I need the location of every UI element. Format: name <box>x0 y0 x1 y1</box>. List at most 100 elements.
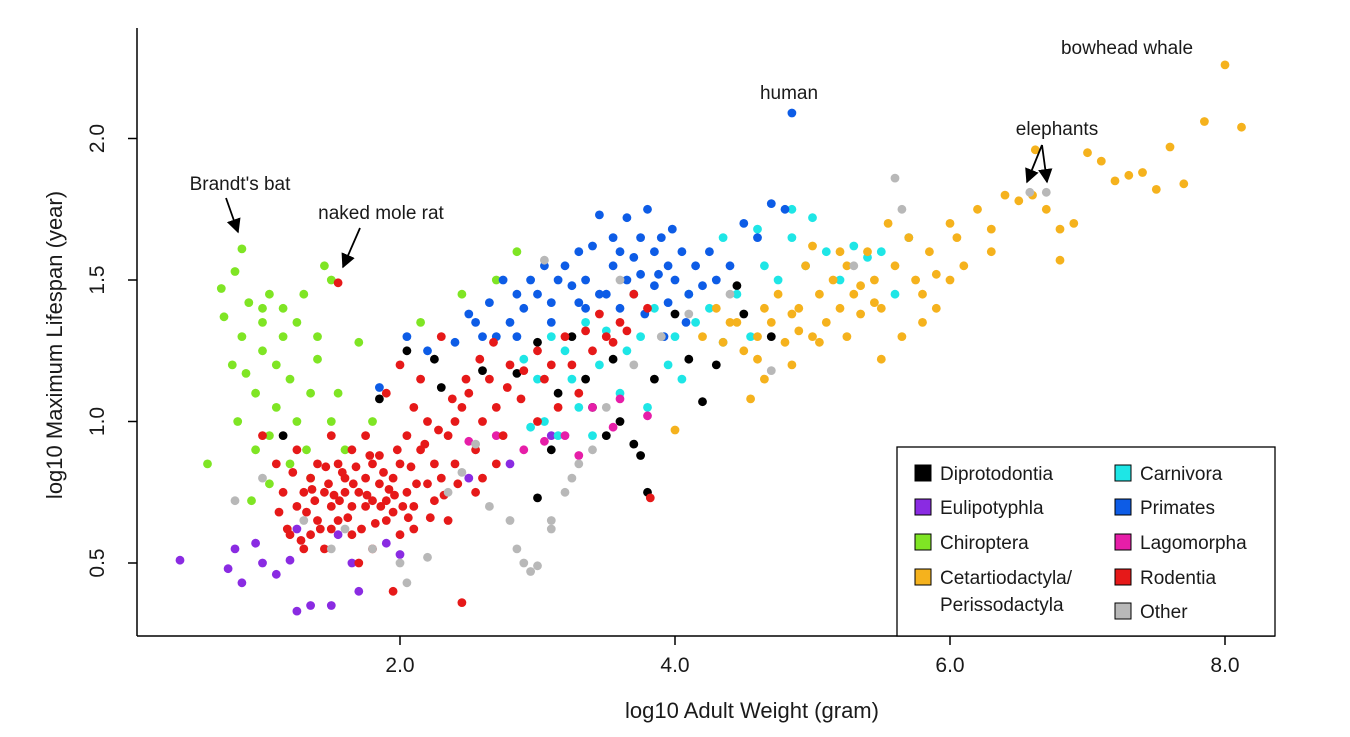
data-point-series-6 <box>326 431 336 440</box>
data-point-series-3 <box>732 289 742 299</box>
data-point-series-8 <box>457 468 467 477</box>
data-point-series-2 <box>302 445 311 455</box>
data-point-series-7 <box>1110 176 1120 186</box>
data-point-series-7 <box>904 233 914 243</box>
data-point-series-7 <box>1200 117 1209 126</box>
data-point-series-4 <box>402 332 412 341</box>
data-point-series-7 <box>870 275 879 285</box>
data-point-series-7 <box>1030 145 1040 155</box>
data-point-series-6 <box>395 459 405 469</box>
data-point-series-2 <box>333 388 343 398</box>
data-point-series-6 <box>306 530 315 540</box>
data-point-series-6 <box>292 445 302 455</box>
data-point-series-2 <box>416 318 425 327</box>
data-point-series-4 <box>595 289 604 299</box>
data-point-series-6 <box>553 403 563 412</box>
data-point-series-0 <box>629 439 639 449</box>
data-point-series-4 <box>787 108 797 118</box>
legend-swatch <box>1114 498 1132 516</box>
data-point-series-6 <box>392 445 402 455</box>
data-point-series-1 <box>292 606 302 616</box>
data-point-series-2 <box>278 332 288 341</box>
data-point-series-7 <box>856 309 865 319</box>
data-point-series-4 <box>663 261 673 271</box>
data-point-series-7 <box>698 332 707 341</box>
data-point-series-7 <box>753 354 762 364</box>
data-point-series-7 <box>835 303 845 313</box>
data-point-series-6 <box>450 417 460 426</box>
data-point-series-6 <box>447 394 457 404</box>
data-point-series-0 <box>375 394 384 404</box>
data-point-series-6 <box>464 388 474 398</box>
data-point-series-6 <box>443 516 453 525</box>
data-point-series-4 <box>581 303 590 313</box>
data-point-series-6 <box>343 513 353 523</box>
data-point-series-6 <box>299 544 309 554</box>
data-point-series-2 <box>457 289 467 299</box>
data-point-series-5 <box>519 445 529 455</box>
data-point-series-7 <box>918 318 927 327</box>
legend-swatch <box>1114 533 1132 551</box>
data-point-series-3 <box>753 224 762 234</box>
data-point-series-7 <box>863 247 872 257</box>
data-point-series-8 <box>684 309 694 319</box>
data-point-series-6 <box>478 417 487 426</box>
annotation-label: bowhead whale <box>1061 38 1193 59</box>
data-point-series-7 <box>828 275 838 285</box>
data-point-series-8 <box>560 487 570 497</box>
data-point-series-8 <box>540 255 549 265</box>
data-point-series-4 <box>588 241 597 251</box>
data-point-series-6 <box>278 487 288 497</box>
data-point-series-4 <box>526 275 535 285</box>
data-point-series-6 <box>398 502 408 511</box>
data-point-series-6 <box>430 459 439 469</box>
data-point-series-3 <box>705 303 714 313</box>
data-point-series-7 <box>883 219 893 228</box>
data-point-series-7 <box>1083 148 1092 158</box>
data-point-series-6 <box>375 451 384 460</box>
data-point-series-0 <box>615 417 625 426</box>
data-point-series-3 <box>643 403 652 412</box>
data-point-series-4 <box>567 281 577 291</box>
data-point-series-2 <box>299 289 309 299</box>
data-point-series-7 <box>1000 190 1010 200</box>
data-point-series-7 <box>808 332 817 341</box>
data-point-series-5 <box>588 403 597 412</box>
data-point-series-4 <box>629 253 639 262</box>
data-point-series-6 <box>485 374 494 384</box>
data-point-series-6 <box>402 431 412 440</box>
data-point-series-6 <box>361 473 370 483</box>
data-point-series-6 <box>420 439 430 449</box>
data-point-series-4 <box>512 289 522 299</box>
data-point-series-6 <box>375 479 384 489</box>
data-point-series-4 <box>375 383 384 392</box>
x-tick-label: 2.0 <box>385 654 414 677</box>
data-point-series-6 <box>574 388 584 398</box>
data-point-series-6 <box>567 360 577 370</box>
data-point-series-8 <box>1041 187 1051 197</box>
data-point-series-6 <box>299 487 309 497</box>
data-point-series-6 <box>274 507 284 517</box>
data-point-series-1 <box>347 558 357 568</box>
data-point-series-3 <box>553 431 563 440</box>
data-point-series-6 <box>313 516 322 525</box>
data-point-series-6 <box>340 487 350 497</box>
data-point-series-6 <box>450 459 460 469</box>
data-point-series-3 <box>849 241 859 251</box>
legend-label: Cetartiodactyla/Perissodactyla <box>940 568 1073 616</box>
data-point-series-0 <box>766 332 776 341</box>
data-point-series-5 <box>615 394 625 404</box>
data-point-series-6 <box>361 431 370 440</box>
data-point-series-7 <box>739 346 749 356</box>
data-point-series-1 <box>381 538 391 548</box>
data-point-series-6 <box>337 468 347 477</box>
data-point-series-7 <box>876 354 886 364</box>
y-axis-title: log10 Maximum Lifespan (year) <box>42 191 67 499</box>
data-point-series-4 <box>546 318 556 327</box>
data-point-series-6 <box>402 487 412 497</box>
data-point-series-4 <box>574 298 584 307</box>
data-point-series-7 <box>1096 156 1106 166</box>
data-point-series-4 <box>656 233 666 243</box>
data-point-series-1 <box>306 601 315 610</box>
